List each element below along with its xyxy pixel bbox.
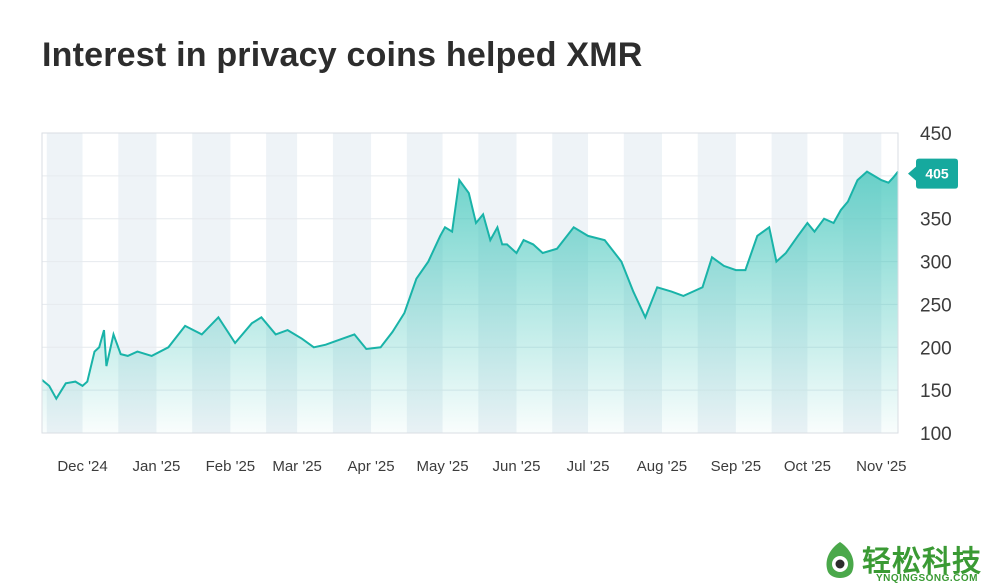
leaf-icon: [826, 542, 854, 578]
x-tick-label: Sep '25: [711, 458, 761, 475]
brand-logo-text: 轻松科技: [862, 544, 983, 578]
x-tick-label: Nov '25: [856, 458, 906, 475]
y-tick-label: 300: [920, 253, 952, 274]
plot-frame: [41, 132, 899, 434]
last-value-callout: 405: [908, 158, 958, 189]
x-tick-label: Dec '24: [57, 458, 107, 475]
y-tick-label: 450: [920, 124, 952, 145]
x-tick-label: Aug '25: [637, 458, 687, 475]
x-tick-label: Apr '25: [348, 458, 395, 475]
x-tick-label: Oct '25: [784, 458, 831, 475]
brand-logo-url: YNQINGSONG.COM: [876, 573, 979, 584]
y-tick-label: 150: [920, 381, 952, 402]
x-tick-label: Jul '25: [567, 458, 610, 475]
x-tick-label: Jun '25: [493, 458, 541, 475]
y-tick-label: 350: [920, 210, 952, 231]
brand-logo: 轻松科技 YNQINGSONG.COM: [810, 536, 1000, 586]
y-tick-label: 100: [920, 424, 952, 445]
last-value-badge: [908, 158, 958, 189]
x-tick-label: Feb '25: [206, 458, 256, 475]
price-line: [41, 170, 899, 401]
x-axis-labels: Dec '24 Jan '25 Feb '25 Mar '25 Apr '25 May '…: [57, 458, 906, 475]
y-tick-label: 200: [920, 338, 952, 359]
y-tick-label: 250: [920, 295, 952, 316]
price-area: [42, 171, 898, 433]
x-tick-label: May '25: [417, 458, 469, 475]
x-tick-label: Jan '25: [132, 458, 180, 475]
x-tick-label: Mar '25: [272, 458, 322, 475]
last-value-label: 405: [925, 166, 949, 182]
chart-title: Interest in privacy coins helped XMR: [42, 36, 643, 74]
